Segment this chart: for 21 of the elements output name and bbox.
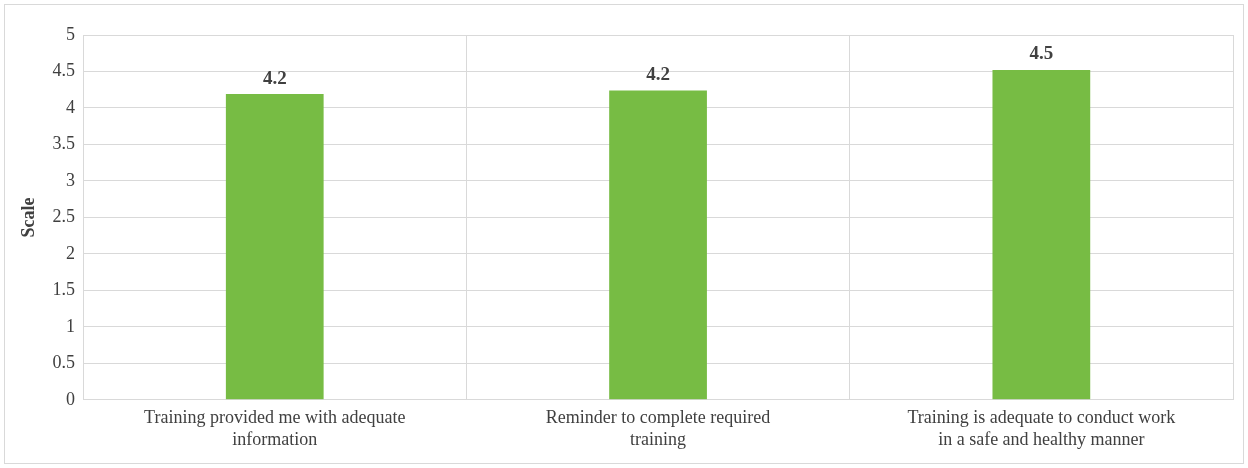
y-tick-label: 5 (66, 23, 76, 44)
data-label: 4.2 (646, 62, 670, 84)
y-tick-label: 0.5 (52, 352, 76, 373)
data-label: 4.2 (262, 66, 287, 88)
y-tick-label: 4 (66, 96, 76, 117)
data-label: 4.5 (1029, 42, 1054, 64)
bar (225, 94, 324, 400)
x-tick-label: Training provided me with adequate information (144, 407, 406, 449)
y-tick-label: 1.5 (52, 279, 76, 300)
y-tick-label: 1 (66, 315, 76, 336)
bar (992, 70, 1091, 400)
y-axis-title: Scale (18, 197, 39, 238)
bar (609, 90, 707, 400)
y-tick-label: 3 (66, 169, 76, 190)
y-tick-label: 4.5 (52, 60, 76, 81)
x-tick-label: Reminder to complete required training (545, 407, 771, 449)
y-tick-label: 0 (66, 388, 76, 409)
y-tick-label: 2 (66, 242, 76, 263)
x-tick-label: Training is adequate to conduct work in a safe and healthy manner (907, 407, 1176, 449)
y-tick-label: 2.5 (52, 206, 76, 227)
y-tick-label: 3.5 (52, 133, 76, 154)
